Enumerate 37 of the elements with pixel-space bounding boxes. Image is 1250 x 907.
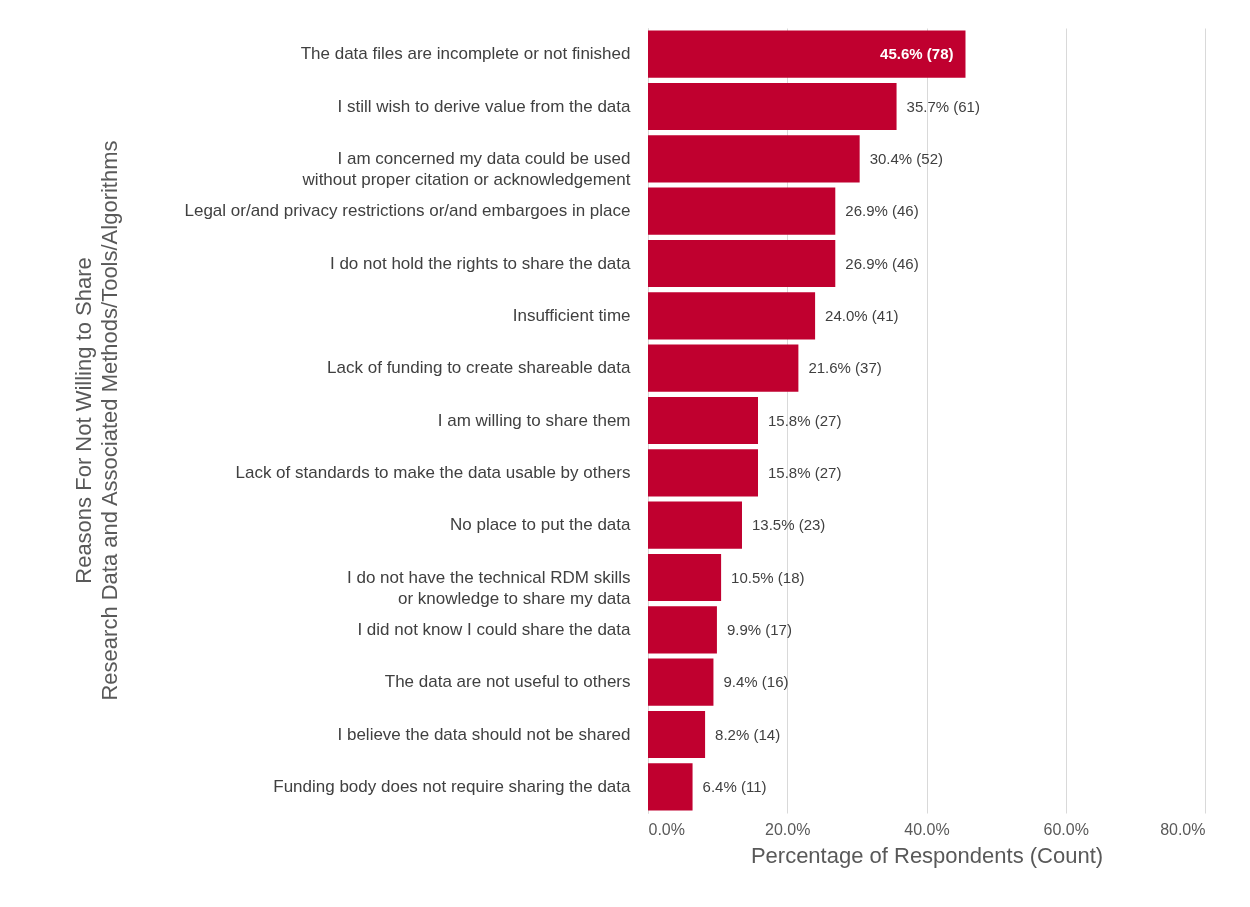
data-label: 6.4% (11) <box>702 777 767 795</box>
y-tick-label: I did not know I could share the data <box>357 619 632 639</box>
y-tick-label: The data are not useful to others <box>384 672 631 692</box>
y-tick-label: I still wish to derive value from the data <box>337 96 632 116</box>
data-label: 30.4% (52) <box>869 149 944 167</box>
x-tick-label: 40.0% <box>904 820 950 838</box>
y-tick-label: I am willing to share them <box>437 410 631 430</box>
data-label: 26.9% (46) <box>845 254 919 272</box>
x-tick-label: 60.0% <box>1043 820 1089 838</box>
y-tick-label: Lack of standards to make the data usable by others <box>235 462 631 482</box>
y-tick-label: I do not have the technical RDM skills or knowledge to share my data <box>347 567 632 608</box>
data-label: 15.8% (27) <box>768 463 842 481</box>
x-tick-label: 0.0% <box>648 820 685 838</box>
x-tick-label: 20.0% <box>765 820 811 838</box>
y-tick-label: Legal or/and privacy restrictions or/and embargoes in place <box>184 201 631 221</box>
y-tick-label: I do not hold the rights to share the data <box>329 253 632 273</box>
data-label: 10.5% (18) <box>731 568 805 586</box>
y-tick-label: No place to put the data <box>449 515 632 535</box>
data-label: 13.5% (23) <box>751 516 826 534</box>
data-label: 24.0% (41) <box>825 306 899 324</box>
data-label: 26.9% (46) <box>845 202 919 220</box>
x-axis-title: Percentage of Respondents (Count) <box>750 842 1104 868</box>
data-label: 9.4% (16) <box>723 673 789 691</box>
y-tick-label: I believe the data should not be shared <box>337 724 631 744</box>
data-label: 35.7% (61) <box>906 97 980 115</box>
data-label: 45.6% (78) <box>880 45 954 63</box>
y-tick-label: Funding body does not require sharing the data <box>273 776 632 796</box>
y-axis-title: Reasons For Not Willing to Share Research Data and Associated Methods/Tools/Algorithms <box>70 140 122 701</box>
y-tick-label: Insufficient time <box>512 305 631 325</box>
y-tick-label: Lack of funding to create shareable data <box>327 358 632 378</box>
x-tick-label: 80.0% <box>1160 820 1206 838</box>
data-label: 21.6% (37) <box>808 359 882 377</box>
y-tick-label: The data files are incomplete or not finished <box>300 44 631 64</box>
data-label: 8.2% (14) <box>715 725 781 743</box>
data-label: 9.9% (17) <box>726 620 792 638</box>
y-tick-label: I am concerned my data could be used without proper citation or acknowledgement <box>301 148 631 189</box>
data-label: 15.8% (27) <box>768 411 842 429</box>
